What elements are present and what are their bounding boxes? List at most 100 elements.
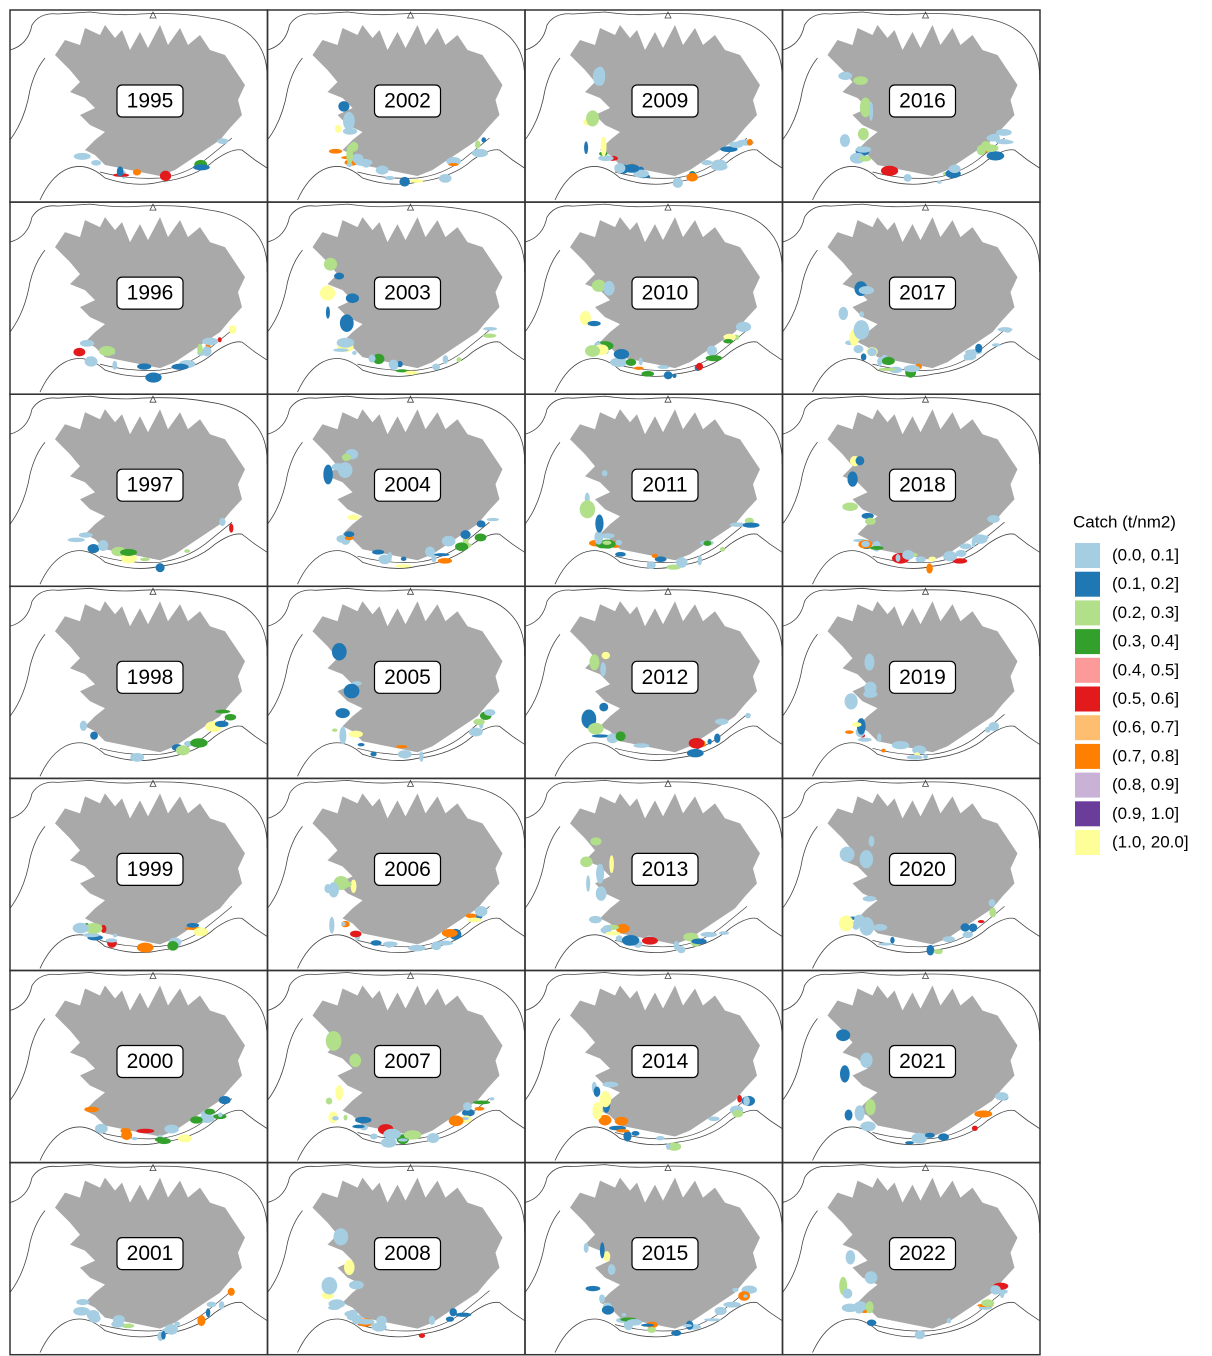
legend-label: (0.5, 0.6] [1112, 689, 1179, 708]
year-label: 1998 [127, 666, 174, 689]
catch-patch [633, 366, 644, 370]
catch-patch [986, 151, 1005, 161]
catch-patch [588, 915, 602, 924]
catch-patch [348, 730, 363, 738]
catch-patch [438, 173, 452, 183]
year-label-box [373, 84, 442, 118]
catch-patch [397, 750, 412, 759]
catch-patch [400, 556, 407, 562]
catch-patch [403, 1130, 422, 1140]
catch-patch [462, 1108, 475, 1117]
catch-patch [615, 935, 623, 943]
catch-patch [600, 662, 606, 677]
map-panel: 2000 [9, 969, 269, 1164]
legend-swatch [1075, 830, 1100, 855]
catch-patch [325, 1031, 342, 1051]
catch-patch [350, 930, 362, 938]
catch-patch [204, 1108, 215, 1115]
catch-patch [663, 371, 673, 380]
catch-patch [599, 702, 609, 712]
catch-patch [839, 1065, 850, 1083]
catch-patch [937, 1133, 950, 1141]
catch-patch [676, 557, 688, 568]
year-label-box [116, 1236, 184, 1271]
catch-patch [621, 934, 640, 946]
catch-patch [348, 1280, 364, 1290]
catch-patch [729, 522, 747, 527]
map-panel: 2008 [266, 1161, 526, 1356]
catch-patch [706, 345, 718, 356]
catch-patch [591, 734, 610, 738]
catch-patch [375, 165, 389, 175]
catch-patch [442, 355, 449, 364]
catch-patch [860, 1052, 873, 1068]
catch-patch [891, 741, 910, 750]
year-label: 2012 [642, 666, 689, 689]
legend-label: (0.7, 0.8] [1112, 746, 1179, 765]
catch-patch [121, 1130, 133, 1141]
catch-patch [419, 751, 424, 762]
catch-patch [87, 543, 100, 554]
catch-patch [431, 554, 437, 563]
catch-patch [474, 533, 487, 542]
catch-patch [633, 743, 650, 748]
legend-swatch [1075, 686, 1100, 712]
catch-patch [79, 720, 88, 731]
catch-patch [859, 155, 872, 162]
catch-patch [844, 730, 854, 734]
year-label-box [888, 276, 957, 310]
year-label: 2020 [899, 858, 946, 881]
catch-patch [346, 162, 353, 167]
catch-patch [88, 1313, 101, 1323]
map-panel: 2020 [781, 777, 1041, 972]
legend-swatch [1075, 743, 1100, 769]
catch-patch [368, 354, 376, 363]
map-panel: 2018 [781, 393, 1041, 588]
catch-patch [655, 1136, 665, 1141]
catch-patch [933, 948, 943, 955]
catch-patch [594, 530, 604, 545]
catch-patch [83, 932, 100, 938]
catch-patch [343, 1114, 348, 1121]
catch-patch [198, 1114, 215, 1123]
catch-patch [839, 846, 855, 863]
catch-patch [347, 1314, 363, 1321]
catch-patch [955, 549, 967, 557]
catch-patch [339, 726, 347, 745]
map-panel: 2005 [266, 585, 526, 780]
catch-patch [838, 71, 853, 81]
year-label: 2013 [642, 858, 689, 881]
catch-patch [73, 152, 91, 160]
map-panel: 2010 [524, 201, 784, 395]
catch-patch [355, 1116, 372, 1124]
catch-patch [214, 720, 229, 728]
legend-swatch [1075, 801, 1100, 827]
catch-patch [338, 101, 350, 112]
catch-patch [842, 502, 858, 512]
catch-patch [588, 722, 604, 735]
catch-patch [335, 708, 350, 719]
catch-patch [700, 931, 718, 938]
catch-patch [145, 372, 162, 383]
year-label-box [116, 84, 184, 118]
catch-patch [404, 370, 418, 375]
legend-label: (0.1, 0.2] [1112, 574, 1179, 593]
catch-patch [328, 882, 339, 898]
catch-patch [603, 1251, 611, 1262]
catch-patch [456, 357, 462, 363]
catch-patch [697, 555, 702, 566]
catch-patch [351, 153, 364, 164]
map-panel: 2014 [524, 969, 784, 1164]
catch-patch [723, 339, 734, 344]
year-label: 2010 [642, 282, 689, 305]
year-label: 2021 [899, 1050, 946, 1073]
catch-patch [623, 164, 640, 173]
catch-patch [473, 718, 485, 726]
catch-patch [471, 148, 489, 158]
catch-patch [131, 1136, 138, 1141]
catch-patch [592, 67, 605, 86]
catch-patch [227, 1287, 235, 1296]
catch-patch [175, 745, 191, 756]
catch-patch [666, 1143, 671, 1150]
catch-patch [609, 855, 614, 874]
